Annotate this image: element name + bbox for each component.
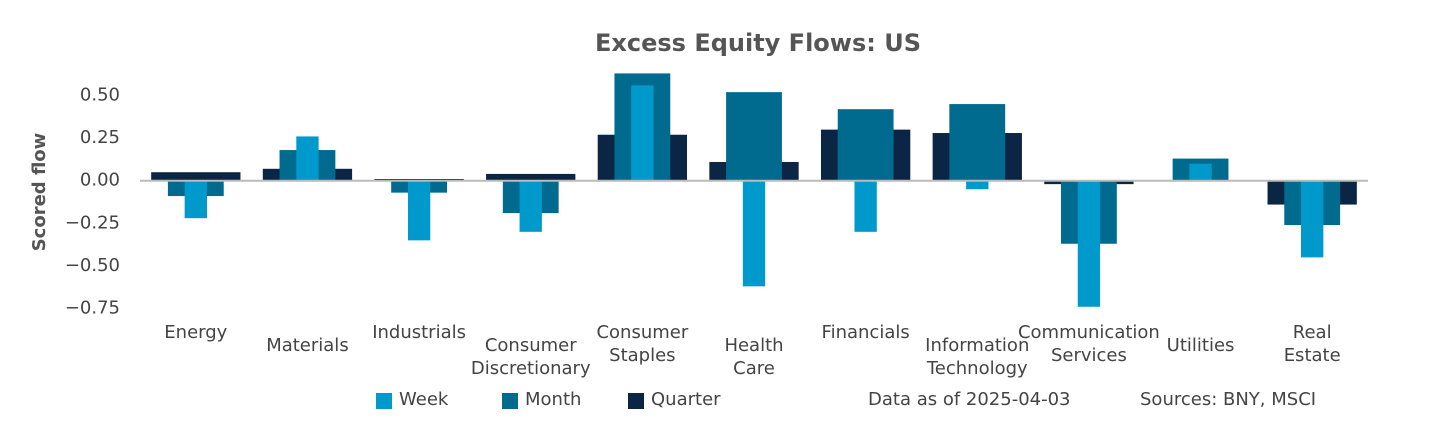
legend-label: Month [525, 389, 581, 410]
y-tick-label: 0.25 [80, 127, 120, 148]
note: Sources: BNY, MSCI [1140, 389, 1316, 410]
bar [184, 180, 207, 219]
x-tick-label: Energy [164, 322, 227, 343]
x-tick-label: Health Care [724, 335, 783, 379]
y-tick-label: 0.00 [80, 170, 120, 191]
bar [486, 173, 576, 181]
bar [966, 180, 989, 190]
bar [1301, 180, 1324, 258]
legend-label: Week [399, 389, 449, 410]
x-tick-label: Consumer Discretionary [471, 335, 591, 379]
bar [151, 172, 241, 181]
legend-swatch [376, 393, 392, 409]
y-axis-label: Scored flow [29, 133, 50, 252]
y-tick-label: 0.50 [80, 85, 120, 106]
chart-title: Excess Equity Flows: US [595, 29, 921, 57]
x-tick-label: Consumer Staples [596, 322, 688, 366]
bar [854, 180, 877, 232]
legend-label: Quarter [651, 389, 721, 410]
x-tick-label: Information Technology [925, 335, 1029, 379]
x-tick-label: Materials [266, 335, 349, 356]
bar [407, 180, 431, 241]
bar [631, 85, 654, 181]
bar [296, 136, 319, 181]
bar [1189, 163, 1212, 181]
legend-swatch [502, 393, 518, 409]
x-tick-label: Communication Services [1018, 322, 1160, 366]
x-tick-label: Industrials [372, 322, 466, 343]
y-tick-label: −0.75 [65, 297, 120, 318]
bar [837, 109, 894, 181]
bar [519, 180, 542, 232]
bar [949, 104, 1006, 181]
x-tick-label: Financials [822, 322, 910, 343]
y-tick-label: −0.50 [65, 255, 120, 276]
legend-swatch [628, 393, 644, 409]
y-tick-label: −0.25 [65, 212, 120, 233]
note: Data as of 2025-04-03 [868, 389, 1071, 410]
bar [1077, 180, 1101, 307]
x-tick-label: Utilities [1167, 335, 1235, 356]
bar [726, 92, 782, 181]
x-tick-label: Real Estate [1284, 322, 1341, 366]
bar [742, 180, 766, 287]
